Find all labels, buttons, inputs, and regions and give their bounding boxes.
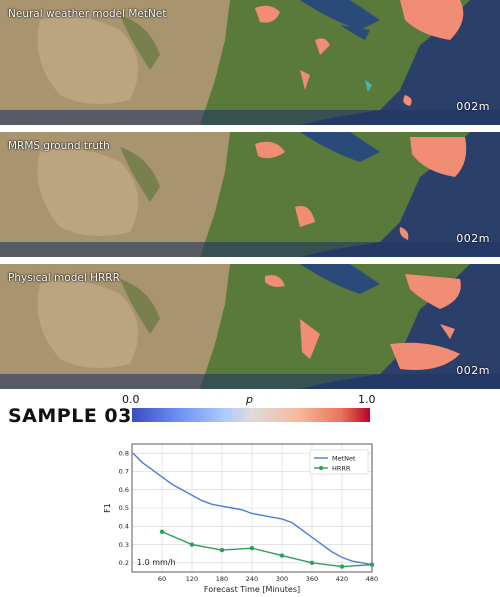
us-map-image	[0, 132, 500, 257]
probability-colorbar	[132, 408, 370, 422]
chart-series	[132, 452, 375, 569]
y-tick-label: 0.8	[119, 449, 129, 457]
hrrr-point	[219, 547, 225, 553]
y-tick-label: 0.6	[119, 486, 129, 494]
map-panel-mrms: MRMS ground truth 002m	[0, 132, 500, 257]
panel-title: MRMS ground truth	[8, 140, 110, 152]
us-map-image	[0, 0, 500, 125]
chart-annotation: 1.0 mm/h	[137, 558, 176, 567]
y-tick-label: 0.7	[119, 468, 129, 476]
series-line-hrrr	[161, 531, 373, 568]
x-tick-label: 420	[336, 575, 348, 583]
x-tick-label: 60	[158, 575, 166, 583]
colorbar-mid-label: p	[246, 393, 253, 406]
chart-legend: MetNet HRRR	[309, 449, 369, 475]
colorbar-max-label: 1.0	[358, 393, 376, 406]
legend-box	[309, 449, 369, 475]
hrrr-point	[249, 546, 255, 551]
y-tick-label: 0.4	[119, 522, 129, 530]
x-tick-label: 360	[306, 575, 318, 583]
us-map-image	[0, 264, 500, 389]
hrrr-point	[309, 560, 315, 566]
hrrr-point	[159, 529, 165, 534]
panel-timestamp: 002m	[456, 232, 490, 245]
hrrr-point	[369, 562, 375, 567]
x-tick-label: 480	[366, 575, 378, 583]
panel-timestamp: 002m	[456, 100, 490, 113]
map-panel-metnet: Neural weather model MetNet 002m	[0, 0, 500, 125]
legend-marker	[319, 466, 323, 470]
panel-title: Physical model HRRR	[8, 272, 120, 284]
map-panel-hrrr: Physical model HRRR 002m	[0, 264, 500, 389]
x-tick-label: 120	[186, 575, 198, 583]
y-tick-labels: 0.2 0.3 0.4 0.5 0.6 0.7 0.8	[119, 449, 129, 567]
colorbar-min-label: 0.0	[122, 393, 140, 406]
legend-label: HRRR	[332, 465, 351, 473]
y-tick-label: 0.2	[119, 559, 129, 567]
x-tick-label: 240	[246, 575, 258, 583]
hrrr-point	[189, 542, 195, 547]
panel-title: Neural weather model MetNet	[8, 8, 167, 20]
plot-frame	[131, 443, 373, 573]
sample-label: SAMPLE 03	[8, 405, 132, 427]
y-axis-label: F1	[103, 503, 112, 513]
x-tick-labels: 60 120 180 240 300 360 420 480	[158, 575, 378, 583]
series-line-metnet	[132, 452, 373, 566]
hrrr-point	[339, 564, 345, 569]
y-tick-label: 0.5	[119, 504, 129, 512]
x-tick-label: 300	[276, 575, 288, 583]
panel-timestamp: 002m	[456, 364, 490, 377]
legend-label: MetNet	[332, 455, 356, 463]
x-tick-label: 180	[216, 575, 228, 583]
f1-line-chart: 60 120 180 240 300 360 420 480 0.20.30.40.50.60…	[103, 443, 378, 594]
x-axis-label: Forecast Time [Minutes]	[204, 585, 300, 594]
hrrr-point	[279, 553, 285, 558]
y-tick-label: 0.3	[119, 541, 129, 549]
